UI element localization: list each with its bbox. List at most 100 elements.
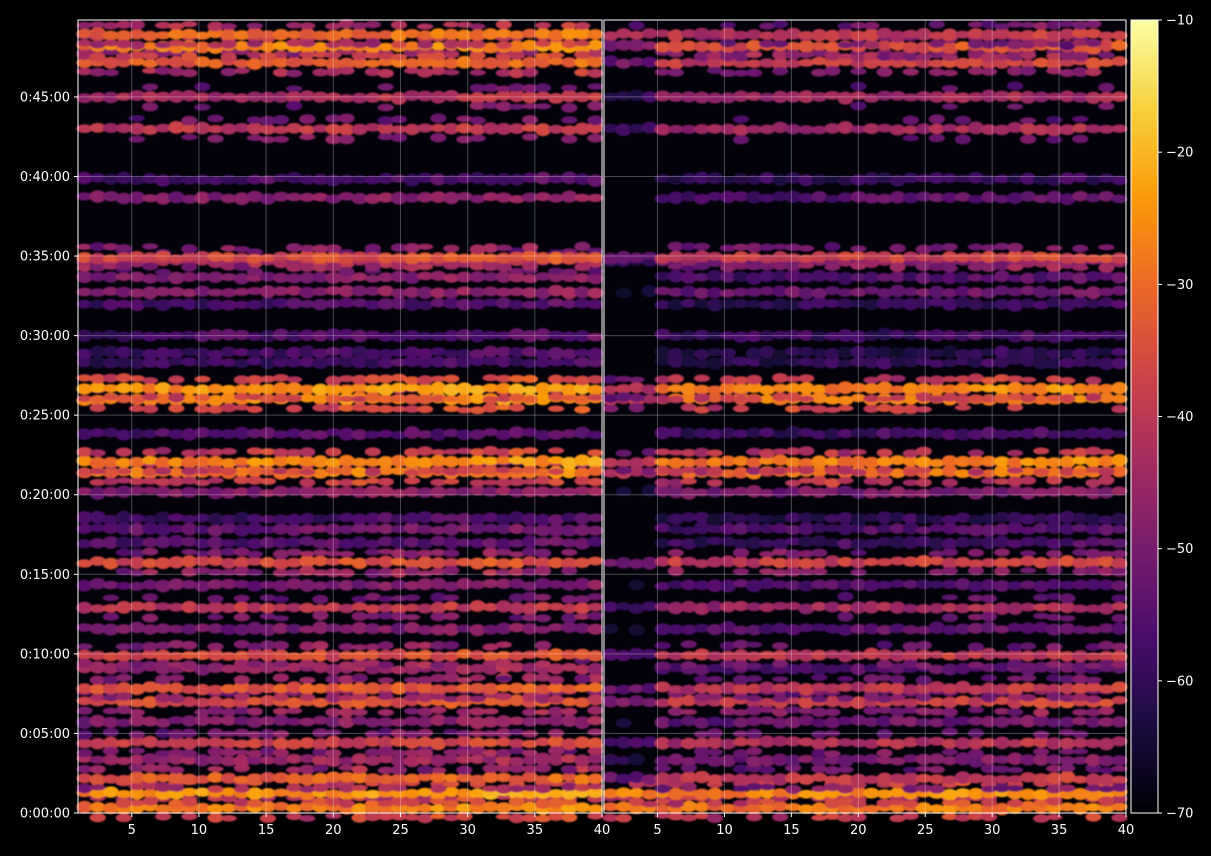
heatmap-cell: [155, 91, 172, 102]
heatmap-cell: [430, 624, 447, 636]
heatmap-cell: [534, 649, 552, 659]
heatmap-cell: [128, 621, 145, 634]
heatmap-cell: [246, 457, 263, 467]
heatmap-cell: [194, 683, 211, 696]
heatmap-cell: [482, 456, 499, 466]
heatmap-cell: [115, 705, 132, 715]
heatmap-cell: [417, 430, 434, 439]
heatmap-cell: [207, 299, 224, 311]
heatmap-cell: [928, 784, 945, 794]
y-axis: 0:00:000:05:000:10:000:15:000:20:000:25:…: [20, 90, 78, 822]
heatmap-cell: [785, 763, 802, 773]
heatmap-cell: [142, 579, 159, 590]
heatmap-cell: [377, 477, 394, 486]
heatmap-cell: [574, 736, 591, 749]
heatmap-cell: [181, 428, 198, 441]
heatmap-cell: [168, 457, 185, 468]
heatmap-cell: [142, 783, 159, 790]
heatmap-cell: [351, 466, 368, 478]
heatmap-cell: [168, 121, 185, 134]
heatmap-cell: [680, 709, 697, 715]
heatmap-cell: [469, 774, 486, 786]
heatmap-cell: [377, 785, 394, 792]
heatmap-cell: [837, 695, 854, 702]
heatmap-cell: [443, 330, 460, 342]
heatmap-cell: [508, 662, 525, 673]
heatmap-cell: [824, 782, 841, 792]
heatmap-cell: [233, 404, 250, 411]
heatmap-cell: [364, 447, 381, 457]
heatmap-cell: [155, 299, 172, 311]
heatmap-cell: [168, 375, 185, 384]
heatmap-cell: [220, 747, 237, 757]
heatmap-cell: [574, 524, 591, 536]
heatmap-cell: [1020, 376, 1037, 383]
heatmap-cell: [168, 385, 185, 395]
heatmap-cell: [299, 683, 316, 695]
heatmap-cell: [338, 524, 355, 535]
heatmap-cell: [430, 252, 447, 264]
heatmap-cell: [1085, 393, 1102, 402]
heatmap-cell: [299, 90, 316, 101]
heatmap-cell: [312, 68, 329, 77]
heatmap-cell: [1059, 764, 1076, 772]
heatmap-cell: [587, 536, 604, 547]
heatmap-cell: [456, 577, 473, 590]
heatmap-cell: [128, 405, 145, 413]
heatmap-cell: [364, 623, 381, 635]
heatmap-cell: [390, 466, 407, 476]
heatmap-cell: [351, 57, 368, 69]
heatmap-cell: [286, 738, 303, 750]
heatmap-cell: [272, 568, 290, 578]
heatmap-cell: [915, 802, 932, 814]
heatmap-cell: [719, 773, 737, 783]
heatmap-cell: [76, 374, 93, 382]
heatmap-cell: [574, 50, 591, 60]
heatmap-cell: [561, 538, 578, 548]
heatmap-cell: [220, 92, 237, 101]
heatmap-cell: [680, 640, 697, 649]
heatmap-cell: [390, 243, 407, 252]
heatmap-cell: [89, 523, 106, 533]
heatmap-cell: [615, 801, 632, 813]
heatmap-cell: [102, 604, 119, 613]
heatmap-cell: [680, 762, 697, 773]
heatmap-cell: [732, 51, 750, 62]
heatmap-cell: [615, 466, 632, 475]
heatmap-cell: [561, 772, 578, 782]
heatmap-cell: [115, 510, 132, 524]
heatmap-cell: [667, 549, 684, 557]
heatmap-cell: [798, 683, 815, 696]
heatmap-cell: [89, 675, 106, 685]
heatmap-cell: [76, 800, 93, 814]
heatmap-cell: [115, 252, 132, 262]
heatmap-cell: [181, 486, 198, 498]
heatmap-cell: [233, 176, 250, 186]
heatmap-cell: [364, 123, 381, 132]
heatmap-cell: [837, 814, 854, 823]
heatmap-cell: [312, 764, 329, 773]
heatmap-cell: [482, 660, 499, 668]
heatmap-cell: [76, 39, 93, 47]
heatmap-cell: [155, 693, 172, 703]
heatmap-cell: [482, 801, 499, 813]
heatmap-cell: [404, 580, 421, 591]
heatmap-cell: [561, 714, 578, 727]
heatmap-cell: [142, 641, 159, 652]
heatmap-cell: [338, 346, 355, 358]
heatmap-cell: [824, 775, 841, 785]
heatmap-cell: [272, 660, 290, 668]
heatmap-cell: [508, 785, 525, 793]
heatmap-cell: [641, 789, 658, 800]
heatmap-cell: [456, 714, 473, 727]
heatmap-cell: [746, 789, 763, 799]
heatmap-cell: [115, 536, 132, 549]
heatmap-cell: [469, 455, 486, 466]
heatmap-cell: [534, 784, 552, 794]
heatmap-cell: [325, 568, 342, 578]
heatmap-cell: [967, 468, 985, 476]
heatmap-cell: [89, 288, 106, 297]
heatmap-cell: [128, 747, 145, 755]
heatmap-cell: [785, 803, 802, 812]
heatmap-cell: [495, 772, 512, 783]
